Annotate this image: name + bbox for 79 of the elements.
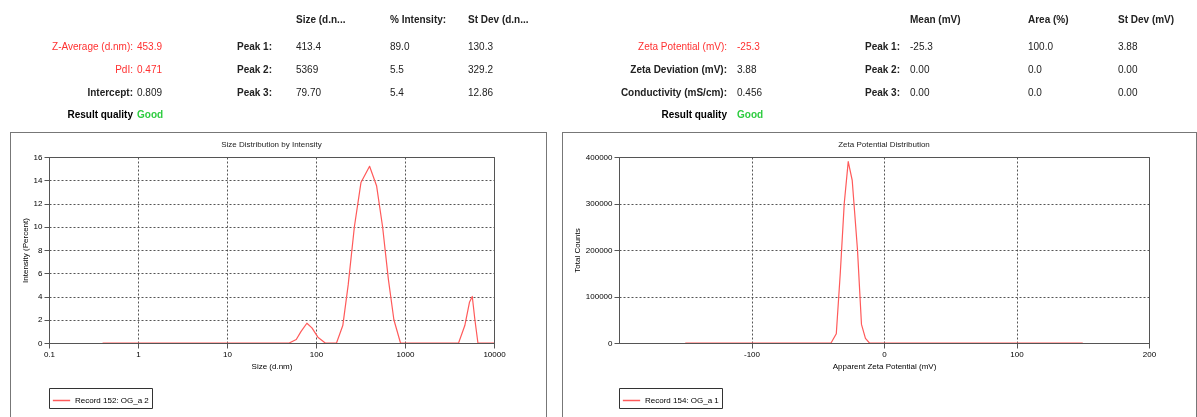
text: Area (%) bbox=[1028, 14, 1069, 25]
text: 89.0 bbox=[390, 41, 410, 52]
x-tick-label: 10000 bbox=[483, 349, 507, 359]
text: Zeta Potential (mV): bbox=[638, 41, 727, 52]
text: St Dev (d.n... bbox=[468, 14, 529, 25]
y-axis-title: Total Counts bbox=[572, 228, 582, 273]
text: Peak 2: bbox=[864, 64, 900, 75]
x-tick-label: 1000 bbox=[396, 349, 415, 359]
text: Peak 3: bbox=[236, 87, 272, 98]
x-tick-label: 1 bbox=[136, 349, 142, 359]
text: Good bbox=[737, 109, 764, 120]
x-tick-label: 10 bbox=[223, 349, 233, 359]
text: 100.0 bbox=[1028, 41, 1054, 52]
text: 413.4 bbox=[296, 41, 322, 52]
y-tick-label: 0 bbox=[608, 338, 614, 348]
x-axis-title: Size (d.nm) bbox=[251, 361, 293, 371]
text: 0.00 bbox=[1118, 64, 1138, 75]
y-tick-label: 14 bbox=[33, 175, 44, 185]
text: 3.88 bbox=[1118, 41, 1138, 52]
text: PdI: bbox=[115, 64, 133, 75]
text: 0.00 bbox=[910, 87, 930, 98]
chart-title: Zeta Potential Distribution bbox=[838, 140, 930, 149]
text: % Intensity: bbox=[390, 14, 447, 25]
text: -25.3 bbox=[737, 41, 760, 52]
text: Peak 3: bbox=[864, 87, 900, 98]
text: 0.0 bbox=[1028, 64, 1042, 75]
y-tick-label: 10 bbox=[33, 222, 44, 232]
text: Z-Average (d.nm): bbox=[52, 41, 133, 52]
text: 0.456 bbox=[737, 87, 763, 98]
text: Peak 1: bbox=[236, 41, 272, 52]
y-axis-title: Intensity (Percent) bbox=[20, 217, 30, 283]
x-tick-label: -100 bbox=[743, 349, 761, 359]
text: 130.3 bbox=[468, 41, 494, 52]
y-tick-label: 2 bbox=[38, 315, 44, 325]
text: Size (d.n... bbox=[296, 14, 346, 25]
y-tick-label: 400000 bbox=[585, 152, 614, 162]
text: St Dev (mV) bbox=[1118, 14, 1175, 25]
text: Zeta Deviation (mV): bbox=[630, 64, 727, 75]
text: 0.0 bbox=[1028, 87, 1042, 98]
text: Peak 2: bbox=[236, 64, 272, 75]
text: 5369 bbox=[296, 64, 319, 75]
text: 3.88 bbox=[737, 64, 757, 75]
y-tick-label: 16 bbox=[33, 152, 44, 162]
x-axis-title: Apparent Zeta Potential (mV) bbox=[832, 361, 937, 371]
text: 329.2 bbox=[468, 64, 494, 75]
x-tick-label: 0.1 bbox=[43, 349, 56, 359]
y-tick-label: 200000 bbox=[585, 245, 614, 255]
text: Result quality bbox=[67, 109, 133, 120]
text: Conductivity (mS/cm): bbox=[620, 87, 727, 98]
text: Good bbox=[137, 109, 164, 120]
text: 0.00 bbox=[1118, 87, 1138, 98]
text: 0.809 bbox=[137, 87, 163, 98]
y-tick-label: 8 bbox=[38, 245, 44, 255]
text: 0.00 bbox=[910, 64, 930, 75]
text: 453.9 bbox=[137, 41, 163, 52]
y-tick-label: 0 bbox=[38, 338, 44, 348]
text: -25.3 bbox=[910, 41, 933, 52]
text: 5.5 bbox=[390, 64, 404, 75]
y-tick-label: 100000 bbox=[585, 292, 614, 301]
text: Peak 1: bbox=[864, 41, 900, 52]
y-tick-label: 6 bbox=[38, 268, 44, 278]
text: Result quality bbox=[661, 109, 727, 120]
text: Mean (mV) bbox=[910, 14, 961, 25]
legend-label: Record 152: OG_a 2 bbox=[75, 395, 150, 405]
chart-title: Size Distribution by Intensity bbox=[221, 140, 322, 149]
y-tick-label: 300000 bbox=[585, 199, 614, 208]
y-tick-label: 4 bbox=[38, 292, 44, 301]
text: 0.471 bbox=[137, 64, 163, 75]
text: 12.86 bbox=[468, 87, 494, 98]
text: 5.4 bbox=[390, 87, 404, 98]
legend-label: Record 154: OG_a 1 bbox=[645, 395, 720, 405]
text: Intercept: bbox=[87, 87, 133, 98]
text: 79.70 bbox=[296, 87, 322, 98]
y-tick-label: 12 bbox=[33, 199, 44, 208]
line-series bbox=[684, 161, 1084, 343]
x-tick-label: 100 bbox=[309, 349, 324, 359]
x-tick-label: 0 bbox=[882, 349, 888, 359]
x-tick-label: 100 bbox=[1010, 349, 1025, 359]
x-tick-label: 200 bbox=[1142, 349, 1157, 359]
